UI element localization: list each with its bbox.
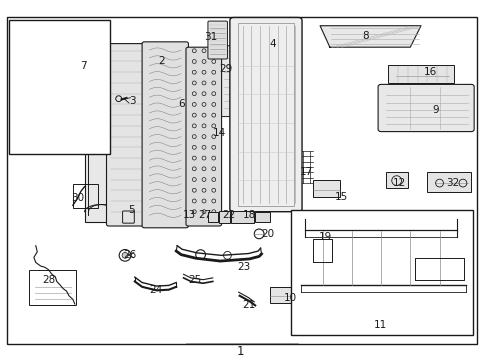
Text: 5: 5 bbox=[128, 205, 134, 215]
Text: 32: 32 bbox=[446, 178, 459, 188]
Text: 11: 11 bbox=[373, 320, 386, 330]
FancyBboxPatch shape bbox=[220, 46, 235, 117]
Text: 18: 18 bbox=[242, 210, 256, 220]
Text: 26: 26 bbox=[123, 250, 136, 260]
Bar bbox=[84, 44, 118, 222]
Text: 10: 10 bbox=[284, 293, 297, 303]
Text: 20: 20 bbox=[261, 229, 274, 239]
Text: 27: 27 bbox=[198, 210, 211, 220]
Text: 4: 4 bbox=[269, 39, 276, 49]
FancyBboxPatch shape bbox=[229, 18, 302, 212]
Bar bbox=[387, 65, 453, 83]
Text: 16: 16 bbox=[423, 67, 436, 77]
Text: 1: 1 bbox=[236, 345, 244, 358]
FancyBboxPatch shape bbox=[207, 21, 227, 59]
Ellipse shape bbox=[23, 134, 28, 139]
Bar bbox=[255, 212, 269, 222]
Bar bbox=[230, 211, 254, 223]
Text: 3: 3 bbox=[129, 96, 135, 106]
Text: 25: 25 bbox=[188, 275, 201, 285]
FancyBboxPatch shape bbox=[135, 44, 178, 79]
Text: 23: 23 bbox=[236, 262, 250, 272]
Bar bbox=[312, 180, 339, 197]
Bar bbox=[311, 233, 326, 243]
Text: 9: 9 bbox=[431, 105, 438, 115]
Text: 12: 12 bbox=[392, 178, 406, 188]
Text: 24: 24 bbox=[149, 285, 162, 295]
FancyBboxPatch shape bbox=[377, 84, 473, 132]
Bar bbox=[269, 287, 292, 303]
Text: 13: 13 bbox=[183, 210, 196, 220]
Text: 8: 8 bbox=[362, 31, 368, 41]
FancyBboxPatch shape bbox=[142, 42, 188, 228]
Text: 6: 6 bbox=[178, 99, 184, 109]
Bar bbox=[218, 211, 229, 223]
Bar bbox=[9, 21, 110, 154]
Bar bbox=[427, 172, 470, 192]
Text: 31: 31 bbox=[203, 32, 217, 42]
Text: 22: 22 bbox=[222, 210, 235, 220]
Text: 2: 2 bbox=[158, 57, 164, 67]
Text: 21: 21 bbox=[241, 300, 255, 310]
Bar bbox=[73, 184, 98, 208]
Polygon shape bbox=[320, 26, 420, 47]
FancyBboxPatch shape bbox=[185, 47, 221, 226]
FancyBboxPatch shape bbox=[106, 44, 148, 226]
Text: 28: 28 bbox=[42, 275, 55, 285]
Bar bbox=[290, 210, 472, 335]
Bar bbox=[385, 172, 407, 189]
FancyBboxPatch shape bbox=[122, 211, 134, 223]
Bar bbox=[207, 212, 217, 222]
Ellipse shape bbox=[122, 252, 128, 258]
Text: 7: 7 bbox=[80, 61, 87, 71]
Text: 15: 15 bbox=[334, 192, 347, 202]
Bar bbox=[237, 23, 294, 206]
Text: 29: 29 bbox=[219, 64, 232, 75]
Text: 30: 30 bbox=[71, 193, 84, 203]
Text: 14: 14 bbox=[212, 128, 225, 138]
Bar bbox=[84, 44, 118, 222]
Text: 19: 19 bbox=[318, 233, 331, 243]
Text: 17: 17 bbox=[300, 167, 313, 177]
Bar bbox=[29, 270, 76, 305]
